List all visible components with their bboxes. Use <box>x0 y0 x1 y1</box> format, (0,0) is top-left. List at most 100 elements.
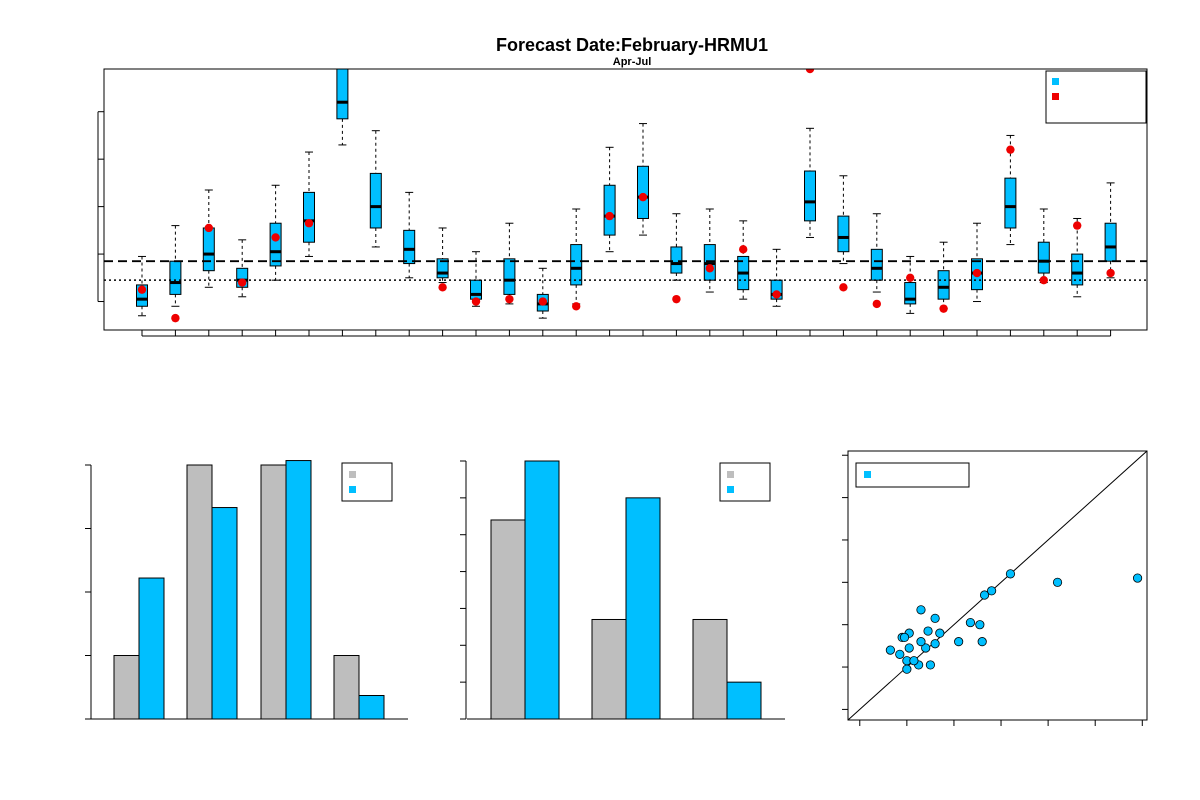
observation-point <box>839 283 848 292</box>
esp-box <box>637 165 649 219</box>
esp-box <box>503 258 516 295</box>
esp-box <box>369 172 382 229</box>
esp-bar <box>285 460 312 720</box>
esp-bar <box>358 695 385 720</box>
esp-box <box>570 244 583 286</box>
scatter-point <box>899 632 910 642</box>
esp-box <box>169 260 182 295</box>
scatter-point <box>916 637 926 647</box>
esp-box <box>1071 253 1084 286</box>
scatter-point <box>1052 577 1063 587</box>
scatter-point <box>925 660 936 670</box>
chart-subtitle: Apr-Jul <box>613 56 652 68</box>
observation-point <box>471 297 481 306</box>
misses-panel <box>460 460 785 720</box>
ideal-bar <box>260 464 287 720</box>
observation-point <box>1073 221 1082 230</box>
esp-box <box>870 248 883 281</box>
observation-point <box>939 304 948 313</box>
esp-box <box>202 227 215 272</box>
observation-point <box>906 273 915 282</box>
scatter-point <box>885 645 895 655</box>
scatter-point <box>977 637 987 647</box>
scatter-point <box>930 613 940 623</box>
observation-point <box>137 285 147 294</box>
scatter-point <box>930 639 940 649</box>
boxplot-legend-box <box>1045 70 1147 124</box>
observation-point <box>872 299 881 309</box>
observation-point <box>505 294 514 304</box>
esp-bar <box>726 681 762 720</box>
scatter-point <box>1005 569 1016 579</box>
esp-box <box>1004 177 1017 229</box>
observation-point <box>304 219 314 228</box>
scatter-point <box>904 643 914 653</box>
scatter-point <box>1132 573 1143 583</box>
observation-point <box>705 264 714 273</box>
ideal-bar <box>113 655 140 720</box>
ideal-bar <box>490 519 526 720</box>
esp-box <box>603 184 616 236</box>
bar-legend-box <box>719 462 771 502</box>
ideal-bar <box>591 618 627 720</box>
esp-box <box>436 258 449 279</box>
esp-box <box>136 284 148 307</box>
observation-point <box>805 69 815 74</box>
scatter-point <box>923 626 933 636</box>
esp-box <box>804 170 816 222</box>
observation-point <box>171 313 180 323</box>
esp-box <box>1037 241 1050 274</box>
esp-bar <box>211 507 238 720</box>
legend-ideal-swatch <box>727 471 734 478</box>
frequency-panel <box>85 460 408 720</box>
observation-point <box>739 245 748 254</box>
observation-point <box>605 211 614 221</box>
observation-point <box>772 290 781 299</box>
observation-point <box>1006 145 1015 154</box>
observation-point <box>1106 268 1115 278</box>
boxplot-frame <box>103 68 1148 331</box>
legend-esp-swatch <box>1052 78 1059 85</box>
scatter-point <box>979 590 990 600</box>
esp-box <box>269 222 282 267</box>
one-to-one-line <box>847 450 1148 721</box>
esp-box <box>670 246 683 274</box>
legend-esp-swatch <box>349 486 356 493</box>
esp-bar <box>524 460 560 720</box>
esp-box <box>937 270 950 300</box>
observation-point <box>638 192 648 202</box>
esp-box <box>770 279 783 300</box>
esp-box <box>403 229 416 265</box>
ideal-bar <box>692 618 728 720</box>
observation-point <box>572 302 581 311</box>
observation-point <box>204 223 213 233</box>
legend-ideal-swatch <box>349 471 356 478</box>
esp-box <box>470 279 482 300</box>
observation-point <box>271 233 280 242</box>
scatter-point <box>987 586 997 596</box>
legend-esp-swatch <box>727 486 734 493</box>
scatter-frame <box>847 450 1148 721</box>
legend-esp-swatch <box>864 471 871 478</box>
observation-point <box>672 294 681 304</box>
observation-point <box>438 283 447 292</box>
esp-box <box>837 215 850 253</box>
scatter-panel <box>842 450 1148 726</box>
scatter-point <box>975 620 985 630</box>
esp-box <box>904 282 917 305</box>
esp-box <box>236 267 249 288</box>
ideal-bar <box>186 464 213 720</box>
scatter-point <box>895 649 905 659</box>
scatter-point <box>935 628 945 638</box>
scatter-point <box>965 617 976 628</box>
scatter-point <box>916 605 926 615</box>
esp-bar <box>138 577 165 720</box>
observation-point <box>538 297 547 306</box>
legend-obs-swatch <box>1052 93 1059 100</box>
scatter-point <box>954 637 964 647</box>
esp-bar <box>625 497 661 720</box>
esp-box <box>1104 222 1117 262</box>
observation-point <box>238 278 247 287</box>
observation-point <box>972 268 982 278</box>
